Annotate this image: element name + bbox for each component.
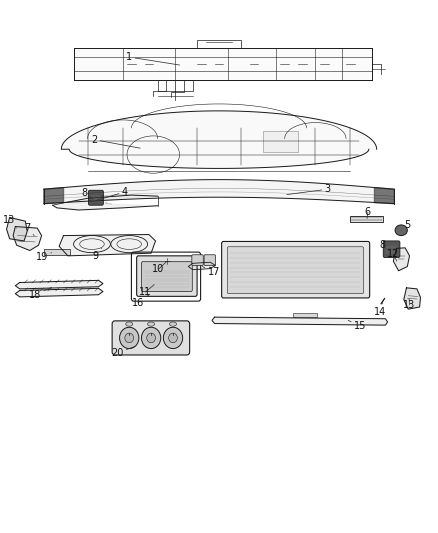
FancyBboxPatch shape [383,241,400,257]
FancyBboxPatch shape [222,241,370,298]
Text: 2: 2 [91,135,140,148]
FancyBboxPatch shape [227,247,364,294]
Ellipse shape [141,327,161,349]
Text: 17: 17 [202,266,220,277]
Ellipse shape [120,327,139,349]
Text: 10: 10 [152,262,166,274]
Text: 7: 7 [24,223,34,236]
Ellipse shape [126,322,133,326]
Bar [44,249,70,255]
Text: 4: 4 [96,187,128,200]
Text: 15: 15 [348,320,366,331]
Polygon shape [74,48,372,80]
FancyBboxPatch shape [112,321,190,355]
Text: 13: 13 [3,215,17,228]
Polygon shape [61,111,377,168]
Ellipse shape [163,257,172,265]
Ellipse shape [125,333,134,343]
Text: 13: 13 [403,298,416,310]
Ellipse shape [169,333,177,343]
Polygon shape [13,227,42,251]
Polygon shape [404,288,420,309]
FancyBboxPatch shape [204,255,215,265]
Ellipse shape [395,225,407,236]
Text: 5: 5 [401,220,410,230]
Text: 8: 8 [81,189,93,199]
Ellipse shape [147,333,155,343]
Text: 18: 18 [29,287,52,300]
Polygon shape [15,288,103,297]
Polygon shape [15,280,103,289]
Polygon shape [393,248,410,271]
Text: 9: 9 [92,248,102,261]
Text: 3: 3 [287,184,331,195]
Text: 6: 6 [365,207,371,219]
Polygon shape [53,195,158,210]
Polygon shape [44,188,64,204]
Bar [350,216,383,222]
FancyBboxPatch shape [192,255,203,265]
Polygon shape [212,317,388,325]
Polygon shape [374,188,394,204]
Text: 8: 8 [380,240,389,251]
Polygon shape [44,180,394,204]
Text: 20: 20 [111,346,135,358]
Ellipse shape [163,327,183,349]
Text: 19: 19 [36,252,52,262]
Text: 16: 16 [132,294,150,308]
Bar [263,131,298,152]
Text: 1: 1 [126,52,180,65]
Polygon shape [59,235,155,256]
Ellipse shape [170,322,177,326]
Text: 11: 11 [139,285,154,297]
Text: 14: 14 [374,303,386,317]
FancyBboxPatch shape [137,256,197,296]
FancyBboxPatch shape [141,262,192,292]
FancyBboxPatch shape [88,190,103,205]
Polygon shape [7,217,27,241]
Text: 12: 12 [387,249,399,261]
Bar [293,313,317,317]
Ellipse shape [148,322,155,326]
Polygon shape [188,262,215,270]
